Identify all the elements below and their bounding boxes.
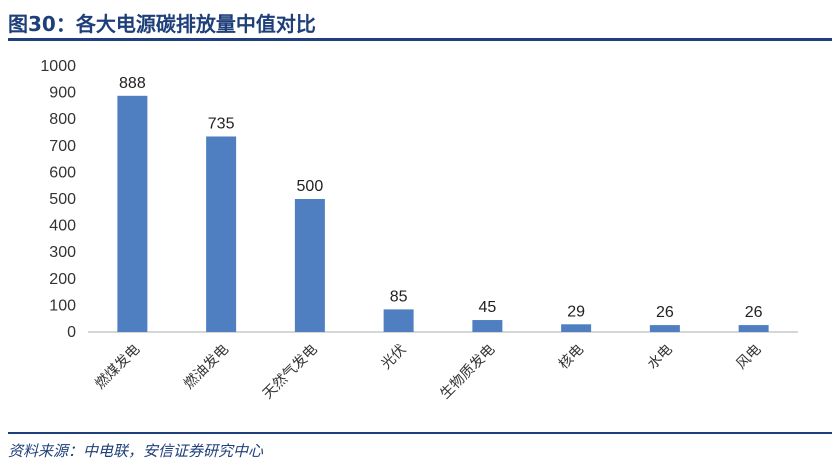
y-tick-label: 700 (49, 138, 76, 155)
data-label: 26 (745, 304, 763, 321)
data-label: 29 (567, 303, 585, 320)
y-tick-label: 100 (49, 297, 76, 314)
source-note: 资料来源：中电联，安信证券研究中心 (8, 442, 264, 460)
x-tick-label: 天然气发电 (259, 341, 321, 403)
figure-title: 图30：各大电源碳排放量中值对比 (8, 12, 316, 36)
x-tick-label: 燃煤发电 (92, 341, 144, 393)
x-tick-label: 风电 (733, 342, 764, 373)
y-tick-label: 600 (49, 164, 76, 181)
y-tick-label: 200 (49, 271, 76, 288)
y-tick-label: 1000 (40, 58, 76, 75)
bar (206, 136, 237, 332)
y-tick-label: 400 (49, 218, 76, 235)
bar (383, 309, 414, 332)
y-tick-label: 500 (49, 191, 76, 208)
x-tick-label: 水电 (645, 342, 676, 373)
bar (561, 324, 592, 332)
title-rule (8, 38, 832, 41)
bar (294, 199, 325, 332)
y-tick-label: 300 (49, 244, 76, 261)
y-tick-label: 900 (49, 85, 76, 102)
y-tick-label: 800 (49, 111, 76, 128)
x-tick-label: 燃油发电 (180, 341, 232, 393)
data-label: 45 (478, 299, 496, 316)
source-rule (8, 432, 832, 434)
bar (117, 95, 148, 333)
data-label: 26 (656, 304, 674, 321)
y-tick-label: 0 (67, 324, 76, 341)
bar (649, 325, 680, 332)
bar (472, 320, 503, 332)
data-label: 500 (297, 178, 324, 195)
data-label: 735 (208, 115, 235, 132)
bar (738, 325, 769, 332)
data-label: 85 (390, 288, 408, 305)
data-label: 888 (119, 75, 146, 92)
x-tick-label: 光伏 (378, 342, 409, 373)
x-tick-label: 核电 (556, 342, 587, 373)
x-tick-label: 生物质发电 (437, 342, 498, 403)
